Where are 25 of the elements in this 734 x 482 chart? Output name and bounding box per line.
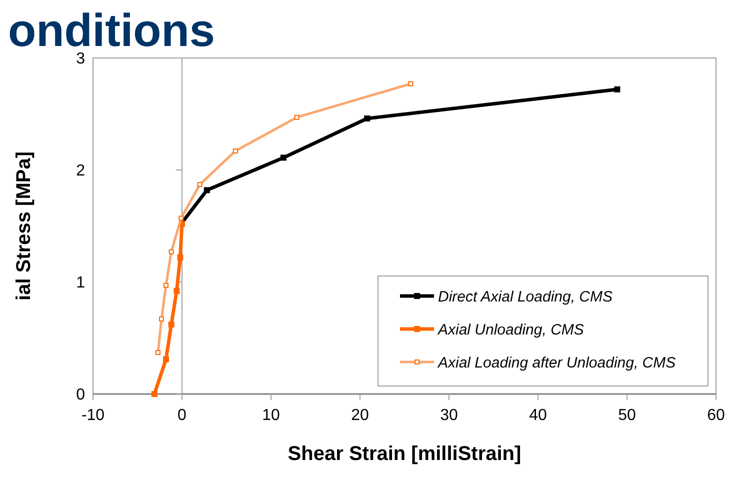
point [364, 115, 370, 122]
point [151, 391, 158, 397]
y-tick-label: 0 [76, 386, 86, 404]
y-tick-label: 1 [76, 274, 86, 292]
x-axis-title: Shear Strain [milliStrain] [288, 443, 522, 465]
x-tick-label: 40 [529, 407, 547, 424]
x-tick-label: -10 [81, 407, 105, 424]
x-tick-label: 60 [707, 407, 725, 424]
x-tick-label: 50 [618, 407, 636, 424]
x-tick-label: 30 [440, 407, 458, 424]
point [168, 322, 174, 328]
x-tick-label: 20 [351, 407, 369, 424]
x-tick-label: 10 [262, 407, 280, 424]
y-tick-label: 2 [76, 162, 86, 180]
point [162, 356, 169, 362]
point [177, 254, 184, 260]
y-axis-title: ial Stress [MPa] [13, 152, 35, 300]
point [614, 86, 620, 92]
legend-label: Axial Loading after Unloading, CMS [437, 354, 676, 372]
x-tick-label: 0 [178, 407, 187, 424]
legend-label: Axial Unloading, CMS [437, 321, 584, 338]
legend-label: Direct Axial Loading, CMS [438, 288, 613, 306]
point [204, 187, 210, 194]
point [174, 288, 180, 294]
point [280, 154, 286, 161]
